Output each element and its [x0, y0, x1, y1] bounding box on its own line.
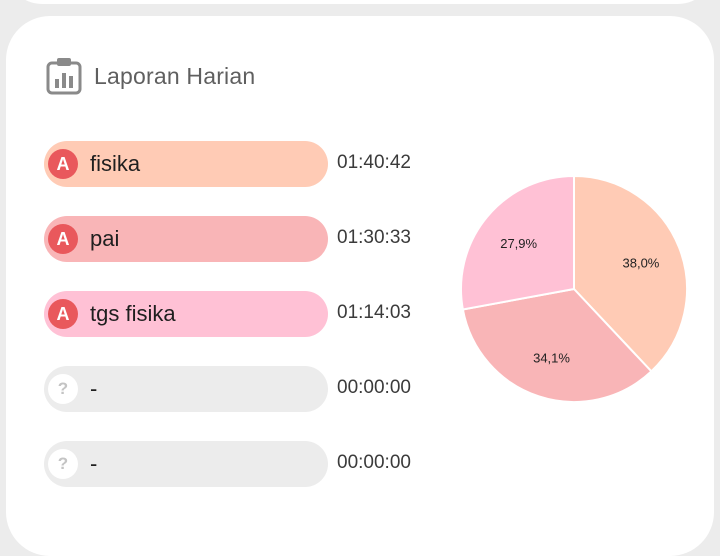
activity-badge: A	[48, 149, 78, 179]
activity-pill[interactable]: A tgs fisika	[44, 291, 328, 337]
pie-slice-label: 27,9%	[500, 236, 537, 251]
activity-row[interactable]: ? - 00:00:00	[44, 366, 444, 412]
activity-row[interactable]: A tgs fisika 01:14:03	[44, 291, 444, 337]
activity-label: pai	[90, 226, 120, 251]
pie-chart: 38,0% 34,1% 27,9%	[460, 174, 688, 403]
activity-time: 00:00:00	[337, 452, 411, 473]
activity-label: -	[90, 376, 98, 401]
activity-pill[interactable]: ? -	[44, 441, 328, 487]
activity-label: fisika	[90, 151, 141, 176]
activity-time: 01:40:42	[337, 152, 411, 173]
activity-pill[interactable]: ? -	[44, 366, 328, 412]
activity-badge: ?	[48, 449, 78, 479]
pie-slice-label: 38,0%	[623, 255, 660, 270]
pie-slice-tgs-fisika	[460, 174, 575, 311]
pie-slice-label: 34,1%	[533, 350, 570, 365]
pie-slice-fisika	[573, 174, 688, 373]
pie-slice-pai	[461, 287, 653, 403]
activity-row[interactable]: ? - 00:00:00	[44, 441, 444, 487]
activity-pill[interactable]: A fisika	[44, 141, 328, 187]
activity-label: -	[90, 451, 98, 476]
clipboard-chart-icon	[46, 58, 82, 95]
activity-row[interactable]: A fisika 01:40:42	[44, 141, 444, 187]
activity-label: tgs fisika	[90, 301, 176, 326]
activity-time: 00:00:00	[337, 377, 411, 398]
previous-card-bottom	[6, 0, 714, 4]
activity-badge: ?	[48, 374, 78, 404]
card-header: Laporan Harian	[46, 56, 255, 96]
card-title: Laporan Harian	[94, 62, 256, 89]
activity-badge: A	[48, 299, 78, 329]
activity-pill[interactable]: A pai	[44, 216, 328, 262]
activity-time: 01:30:33	[337, 227, 411, 248]
activity-badge: A	[48, 224, 78, 254]
activity-time: 01:14:03	[337, 302, 411, 323]
activity-row[interactable]: A pai 01:30:33	[44, 216, 444, 262]
